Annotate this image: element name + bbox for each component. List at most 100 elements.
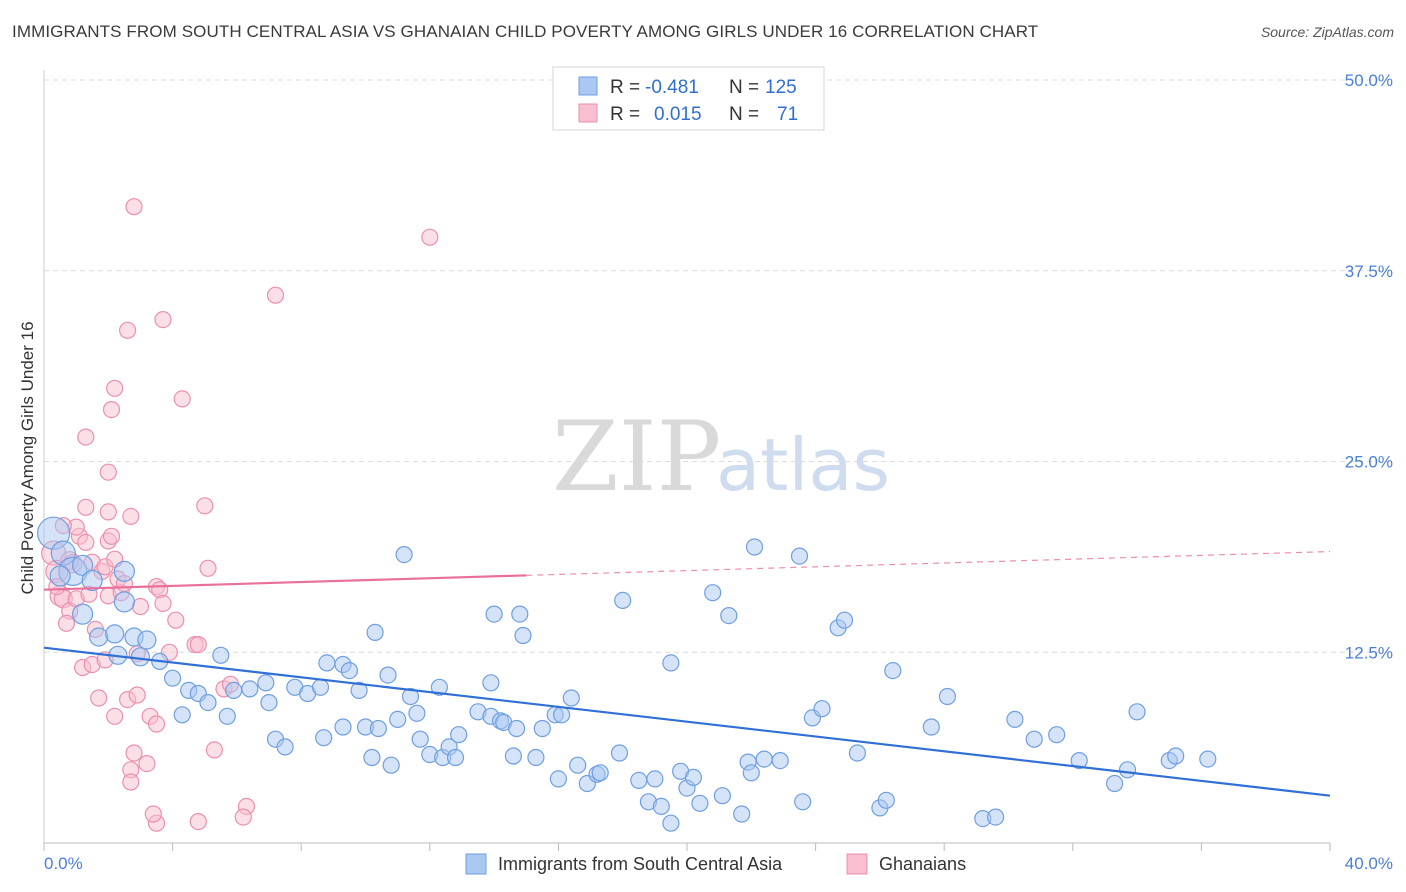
- blue-point-27: [311, 678, 330, 696]
- blue-point-101: [835, 611, 854, 629]
- pink-point-28: [106, 707, 124, 725]
- stats-blue-r-label: R =: [610, 77, 640, 98]
- watermark: ZIP atlas: [552, 401, 890, 513]
- pink-point-33: [128, 686, 146, 704]
- watermark-zip: ZIP: [552, 401, 721, 513]
- blue-point-59: [507, 719, 526, 738]
- y-axis-label: Child Poverty Among Girls Under 16: [18, 321, 37, 594]
- y-tick-label-3: 50.0%: [1345, 71, 1393, 90]
- blue-point-91: [733, 805, 751, 823]
- y-tick-label-2: 37.5%: [1345, 262, 1393, 281]
- blue-point-80: [646, 770, 664, 788]
- blue-point-38: [173, 706, 191, 724]
- blue-point-89: [720, 606, 738, 625]
- y-tick-label-0: 12.5%: [1345, 643, 1393, 662]
- blue-point-110: [1006, 710, 1024, 729]
- stats-box-frame: [552, 66, 825, 131]
- blue-point-116: [1128, 703, 1146, 721]
- pink-point-58: [266, 286, 285, 304]
- chart-title: IMMIGRANTS FROM SOUTH CENTRAL ASIA VS GH…: [12, 22, 1039, 41]
- blue-point-30: [350, 681, 368, 700]
- blue-point-49: [411, 730, 429, 748]
- pink-point-57: [125, 198, 143, 216]
- blue-point-28: [318, 654, 336, 672]
- blue-point-70: [549, 770, 568, 788]
- blue-point-37: [430, 678, 448, 696]
- blue-point-10: [105, 624, 125, 644]
- blue-point-35: [401, 687, 420, 706]
- pink-point-61: [234, 808, 252, 826]
- trend-lines: [43, 550, 1331, 797]
- legend-blue-label: Immigrants from South Central Asia: [498, 854, 783, 874]
- blue-point-99: [813, 700, 831, 718]
- stats-blue-r-value: -0.481: [645, 77, 699, 98]
- blue-point-102: [848, 744, 867, 762]
- blue-point-5: [81, 569, 103, 592]
- pink-point-48: [196, 497, 214, 515]
- pink-point-36: [122, 773, 140, 791]
- blue-point-63: [514, 626, 532, 645]
- blue-point-111: [1025, 730, 1043, 748]
- blue-point-79: [652, 797, 670, 816]
- pink-point-37: [138, 754, 156, 773]
- legend-blue-swatch: [465, 853, 487, 875]
- blue-point-21: [225, 681, 243, 700]
- blue-point-87: [704, 584, 722, 602]
- blue-point-66: [533, 719, 551, 738]
- blue-point-22: [241, 680, 259, 698]
- blue-point-45: [369, 719, 387, 738]
- blue-point-48: [382, 756, 400, 774]
- blue-point-53: [446, 748, 465, 767]
- blue-point-16: [164, 669, 182, 687]
- pink-point-50: [205, 741, 223, 759]
- legend: Immigrants from South Central Asia Ghana…: [465, 853, 966, 875]
- pink-point-34: [125, 744, 143, 762]
- blue-point-76: [614, 591, 632, 610]
- stats-pink-n-label: N =: [729, 104, 759, 125]
- blue-point-41: [276, 738, 294, 756]
- blue-point-7: [71, 603, 94, 625]
- pink-trend-solid: [43, 574, 527, 591]
- stats-blue-n-value: 125: [765, 77, 797, 98]
- blue-point-77: [630, 771, 648, 790]
- pink-point-56: [106, 379, 124, 397]
- blue-point-62: [511, 605, 529, 623]
- blue-point-82: [662, 654, 680, 672]
- blue-point-97: [794, 793, 812, 811]
- stats-pink-n-value: 71: [777, 104, 798, 125]
- blue-point-9: [89, 627, 109, 647]
- pink-point-24: [77, 428, 95, 446]
- pink-point-44: [167, 611, 185, 629]
- pink-point-12: [77, 533, 95, 552]
- blue-point-43: [334, 718, 352, 736]
- x-tick-label-1: 40.0%: [1345, 854, 1393, 873]
- blue-point-36: [408, 704, 426, 722]
- pink-point-42: [154, 594, 172, 613]
- blue-point-92: [742, 764, 760, 782]
- source-label: Source: ZipAtlas.com: [1260, 24, 1394, 40]
- blue-point-112: [1048, 726, 1066, 744]
- pink-point-7: [57, 614, 76, 632]
- blue-point-47: [363, 748, 381, 767]
- blue-point-113: [1070, 751, 1088, 770]
- pink-point-39: [147, 715, 166, 733]
- blue-point-96: [790, 547, 809, 565]
- blue-point-81: [662, 814, 680, 832]
- blue-point-68: [552, 706, 571, 724]
- blue-point-94: [755, 750, 773, 768]
- blue-point-86: [691, 794, 709, 812]
- blue-point-85: [684, 768, 703, 787]
- watermark-atlas: atlas: [716, 423, 890, 507]
- blue-point-42: [315, 729, 333, 747]
- pink-point-47: [189, 635, 207, 654]
- blue-point-18: [212, 646, 230, 664]
- blue-point-14: [130, 647, 150, 667]
- blue-point-12: [137, 630, 157, 650]
- blue-point-105: [884, 661, 902, 680]
- blue-point-33: [379, 666, 397, 684]
- tick-labels: 12.5% 25.0% 37.5% 50.0% 0.0% 40.0%: [44, 71, 1393, 873]
- blue-point-3: [71, 554, 94, 576]
- blue-point-32: [366, 623, 384, 642]
- blue-point-109: [986, 808, 1005, 826]
